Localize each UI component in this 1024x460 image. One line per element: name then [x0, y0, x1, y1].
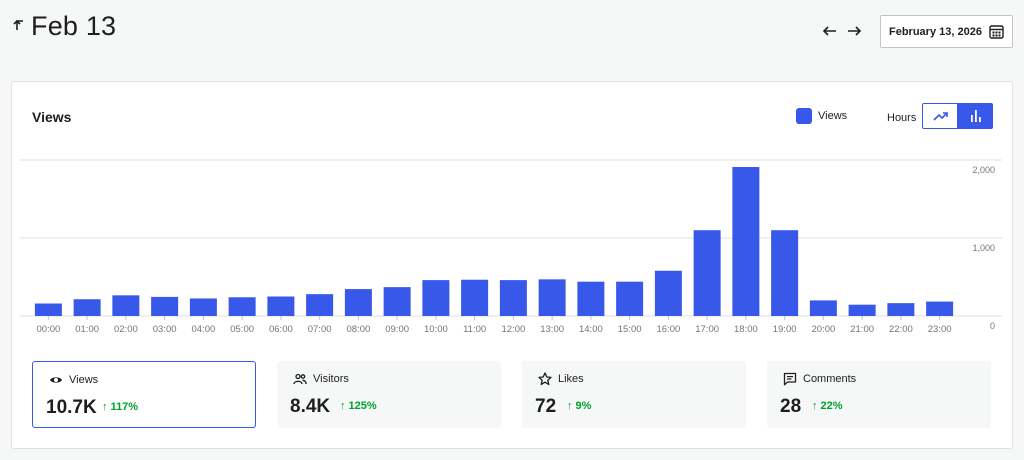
- bar-chart-icon: [971, 110, 981, 122]
- stat-tile-likes[interactable]: Likes 72 ↑ 9%: [522, 361, 746, 428]
- x-tick-label: 20:00: [811, 324, 835, 335]
- stat-change-visitors: ↑ 125%: [340, 400, 377, 412]
- date-value: February 13, 2026: [889, 25, 982, 38]
- bar-13:00[interactable]: [538, 279, 566, 316]
- stat-change-views: ↑ 117%: [102, 401, 139, 413]
- bar-00:00[interactable]: [34, 303, 62, 316]
- bar-18:00[interactable]: [732, 167, 760, 316]
- bar-08:00[interactable]: [344, 289, 372, 316]
- stat-tile-comments[interactable]: Comments 28 ↑ 22%: [767, 361, 991, 428]
- eye-icon: [50, 377, 62, 383]
- trending-line-icon: [933, 112, 948, 121]
- x-tick-label: 19:00: [773, 324, 797, 335]
- star-icon: [538, 372, 552, 386]
- bar-04:00[interactable]: [189, 298, 217, 316]
- date-picker[interactable]: February 13, 2026: [880, 15, 1013, 48]
- bar-23:00[interactable]: [926, 301, 954, 316]
- y-tick-label: 0: [990, 321, 995, 331]
- bar-03:00[interactable]: [151, 296, 179, 316]
- y-tick-label: 2,000: [972, 165, 995, 175]
- x-tick-label: 23:00: [928, 324, 952, 335]
- period-label: Hours: [887, 112, 917, 124]
- views-card: Views Views Hours 2,000 1,000 0 00:00 01:00 0…: [11, 81, 1013, 449]
- x-tick-label: 08:00: [346, 324, 370, 335]
- stat-tile-views[interactable]: Views 10.7K ↑ 117%: [32, 361, 256, 428]
- bar-22:00[interactable]: [887, 303, 915, 316]
- legend-swatch-views: [796, 108, 812, 124]
- stat-value-likes: 72: [535, 396, 557, 417]
- bar-17:00[interactable]: [693, 230, 721, 316]
- x-tick-label: 03:00: [153, 324, 177, 335]
- bar-16:00[interactable]: [654, 270, 682, 316]
- x-tick-label: 10:00: [424, 324, 448, 335]
- card-title: Views: [32, 109, 72, 125]
- line-chart-toggle[interactable]: [922, 103, 958, 129]
- bar-06:00[interactable]: [267, 296, 295, 317]
- bar-07:00[interactable]: [306, 294, 334, 316]
- arrow-right-icon[interactable]: [845, 22, 863, 40]
- views-bar-chart: 2,000 1,000 0 00:00 01:00 02:00 03:00 04:00 05:0…: [20, 159, 1002, 335]
- stat-label-views: Views: [69, 374, 99, 386]
- stat-change-likes: ↑ 9%: [567, 400, 592, 412]
- x-tick-label: 14:00: [579, 324, 603, 335]
- legend-label: Views: [818, 110, 848, 122]
- bar-20:00[interactable]: [809, 300, 837, 316]
- x-tick-label: 18:00: [734, 324, 758, 335]
- bar-chart-toggle[interactable]: [957, 103, 993, 129]
- x-tick-label: 16:00: [656, 324, 680, 335]
- bar-19:00[interactable]: [771, 230, 799, 316]
- stat-value-views: 10.7K: [46, 397, 97, 418]
- x-tick-label: 13:00: [540, 324, 564, 335]
- back-arrow-icon[interactable]: [13, 16, 27, 32]
- people-icon: [293, 373, 307, 385]
- stat-tile-visitors[interactable]: Visitors 8.4K ↑ 125%: [277, 361, 501, 428]
- bar-09:00[interactable]: [383, 287, 411, 316]
- y-tick-label: 1,000: [972, 243, 995, 253]
- stat-label-comments: Comments: [803, 373, 857, 385]
- x-tick-label: 17:00: [695, 324, 719, 335]
- calendar-icon: [989, 25, 1004, 39]
- x-tick-label: 21:00: [850, 324, 874, 335]
- comment-icon: [783, 372, 797, 386]
- x-tick-label: 00:00: [36, 324, 60, 335]
- x-tick-label: 05:00: [230, 324, 254, 335]
- bar-21:00[interactable]: [848, 304, 876, 316]
- x-tick-label: 15:00: [618, 324, 642, 335]
- page-title: Feb 13: [31, 11, 117, 41]
- x-tick-label: 11:00: [463, 324, 486, 335]
- bar-05:00[interactable]: [228, 297, 256, 316]
- bar-15:00[interactable]: [616, 281, 644, 316]
- arrow-left-icon[interactable]: [821, 22, 839, 40]
- bar-01:00[interactable]: [73, 299, 101, 316]
- x-tick-label: 12:00: [501, 324, 525, 335]
- bar-10:00[interactable]: [422, 280, 450, 316]
- x-tick-label: 07:00: [308, 324, 332, 335]
- stat-value-visitors: 8.4K: [290, 396, 331, 417]
- x-tick-label: 02:00: [114, 324, 138, 335]
- stat-label-visitors: Visitors: [313, 373, 349, 385]
- page-header: Feb 13 February 13, 2026: [0, 0, 1024, 60]
- x-tick-label: 22:00: [889, 324, 913, 335]
- bar-14:00[interactable]: [577, 281, 605, 316]
- x-tick-label: 06:00: [269, 324, 293, 335]
- bar-11:00[interactable]: [461, 279, 489, 316]
- x-tick-label: 09:00: [385, 324, 409, 335]
- stat-change-comments: ↑ 22%: [812, 400, 843, 412]
- stat-label-likes: Likes: [558, 373, 584, 385]
- bar-02:00[interactable]: [112, 295, 140, 316]
- bar-12:00[interactable]: [499, 280, 527, 316]
- x-tick-label: 04:00: [191, 324, 215, 335]
- stat-value-comments: 28: [780, 396, 802, 417]
- x-tick-label: 01:00: [75, 324, 99, 335]
